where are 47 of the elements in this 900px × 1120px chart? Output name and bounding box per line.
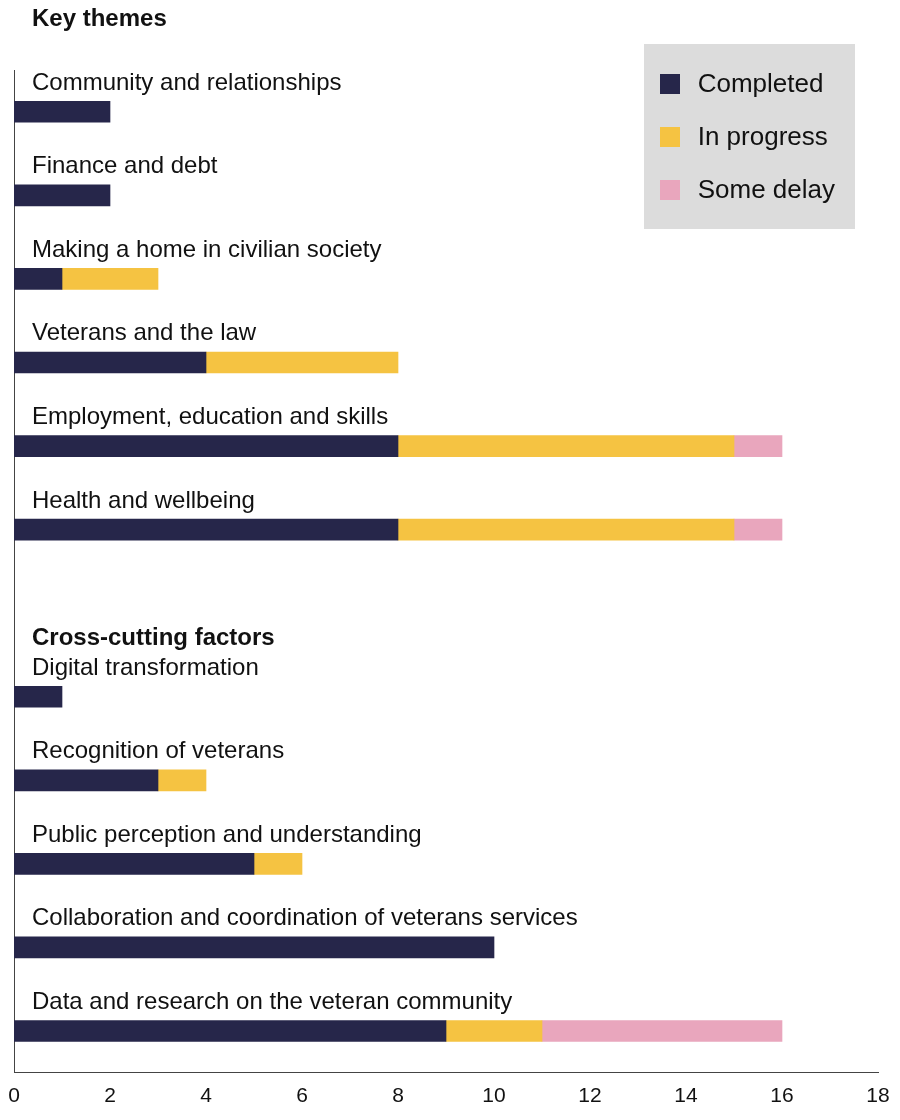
bar bbox=[14, 853, 255, 875]
x-tick-label: 8 bbox=[392, 1083, 404, 1107]
y-tick-label: Collaboration and coordination of veterans services bbox=[32, 903, 578, 931]
bar bbox=[14, 518, 399, 541]
legend-label: In progress bbox=[697, 121, 828, 152]
bar bbox=[14, 100, 111, 123]
x-tick-label: 2 bbox=[104, 1083, 116, 1107]
y-tick-label: Data and research on the veteran community bbox=[32, 987, 513, 1015]
bar bbox=[733, 518, 783, 541]
bar bbox=[14, 769, 159, 792]
y-tick-label: Health and wellbeing bbox=[32, 485, 255, 513]
bar bbox=[14, 1020, 447, 1042]
y-tick-label: Public perception and understanding bbox=[32, 819, 422, 847]
y-tick-label: Recognition of veterans bbox=[32, 736, 285, 764]
y-tick-label: Veterans and the law bbox=[32, 318, 257, 346]
bar bbox=[541, 1020, 783, 1042]
x-tick-label: 0 bbox=[8, 1083, 20, 1107]
x-tick-label: 6 bbox=[296, 1083, 308, 1107]
bar bbox=[61, 268, 159, 290]
x-tick-label: 18 bbox=[866, 1083, 890, 1107]
x-tick-label: 12 bbox=[578, 1083, 602, 1107]
bar bbox=[157, 769, 207, 792]
y-tick-label: Community and relationships bbox=[32, 67, 342, 95]
bar bbox=[14, 268, 63, 290]
legend-label: Completed bbox=[697, 68, 824, 99]
legend-label: Some delay bbox=[697, 174, 835, 205]
y-tick-label: Finance and debt bbox=[32, 151, 218, 179]
y-tick-label: Digital transformation bbox=[32, 652, 259, 680]
bar bbox=[14, 936, 495, 959]
bar bbox=[205, 351, 399, 374]
bar bbox=[253, 853, 303, 875]
bar bbox=[397, 518, 735, 541]
x-tick-label: 10 bbox=[482, 1083, 506, 1107]
x-tick-label: 16 bbox=[770, 1083, 794, 1107]
y-tick-label: Employment, education and skills bbox=[32, 402, 389, 430]
y-tick-label: Making a home in civilian society bbox=[32, 234, 382, 262]
bar bbox=[445, 1020, 543, 1042]
bar bbox=[14, 685, 63, 708]
x-tick-label: 14 bbox=[674, 1083, 698, 1107]
text: Key themes bbox=[32, 3, 167, 31]
bar bbox=[733, 435, 783, 457]
bar bbox=[14, 351, 207, 374]
bar bbox=[14, 184, 111, 207]
annotation: Cross-cutting factors bbox=[32, 623, 275, 651]
bar bbox=[14, 435, 399, 457]
bar bbox=[397, 435, 735, 457]
x-tick-label: 4 bbox=[200, 1083, 213, 1107]
